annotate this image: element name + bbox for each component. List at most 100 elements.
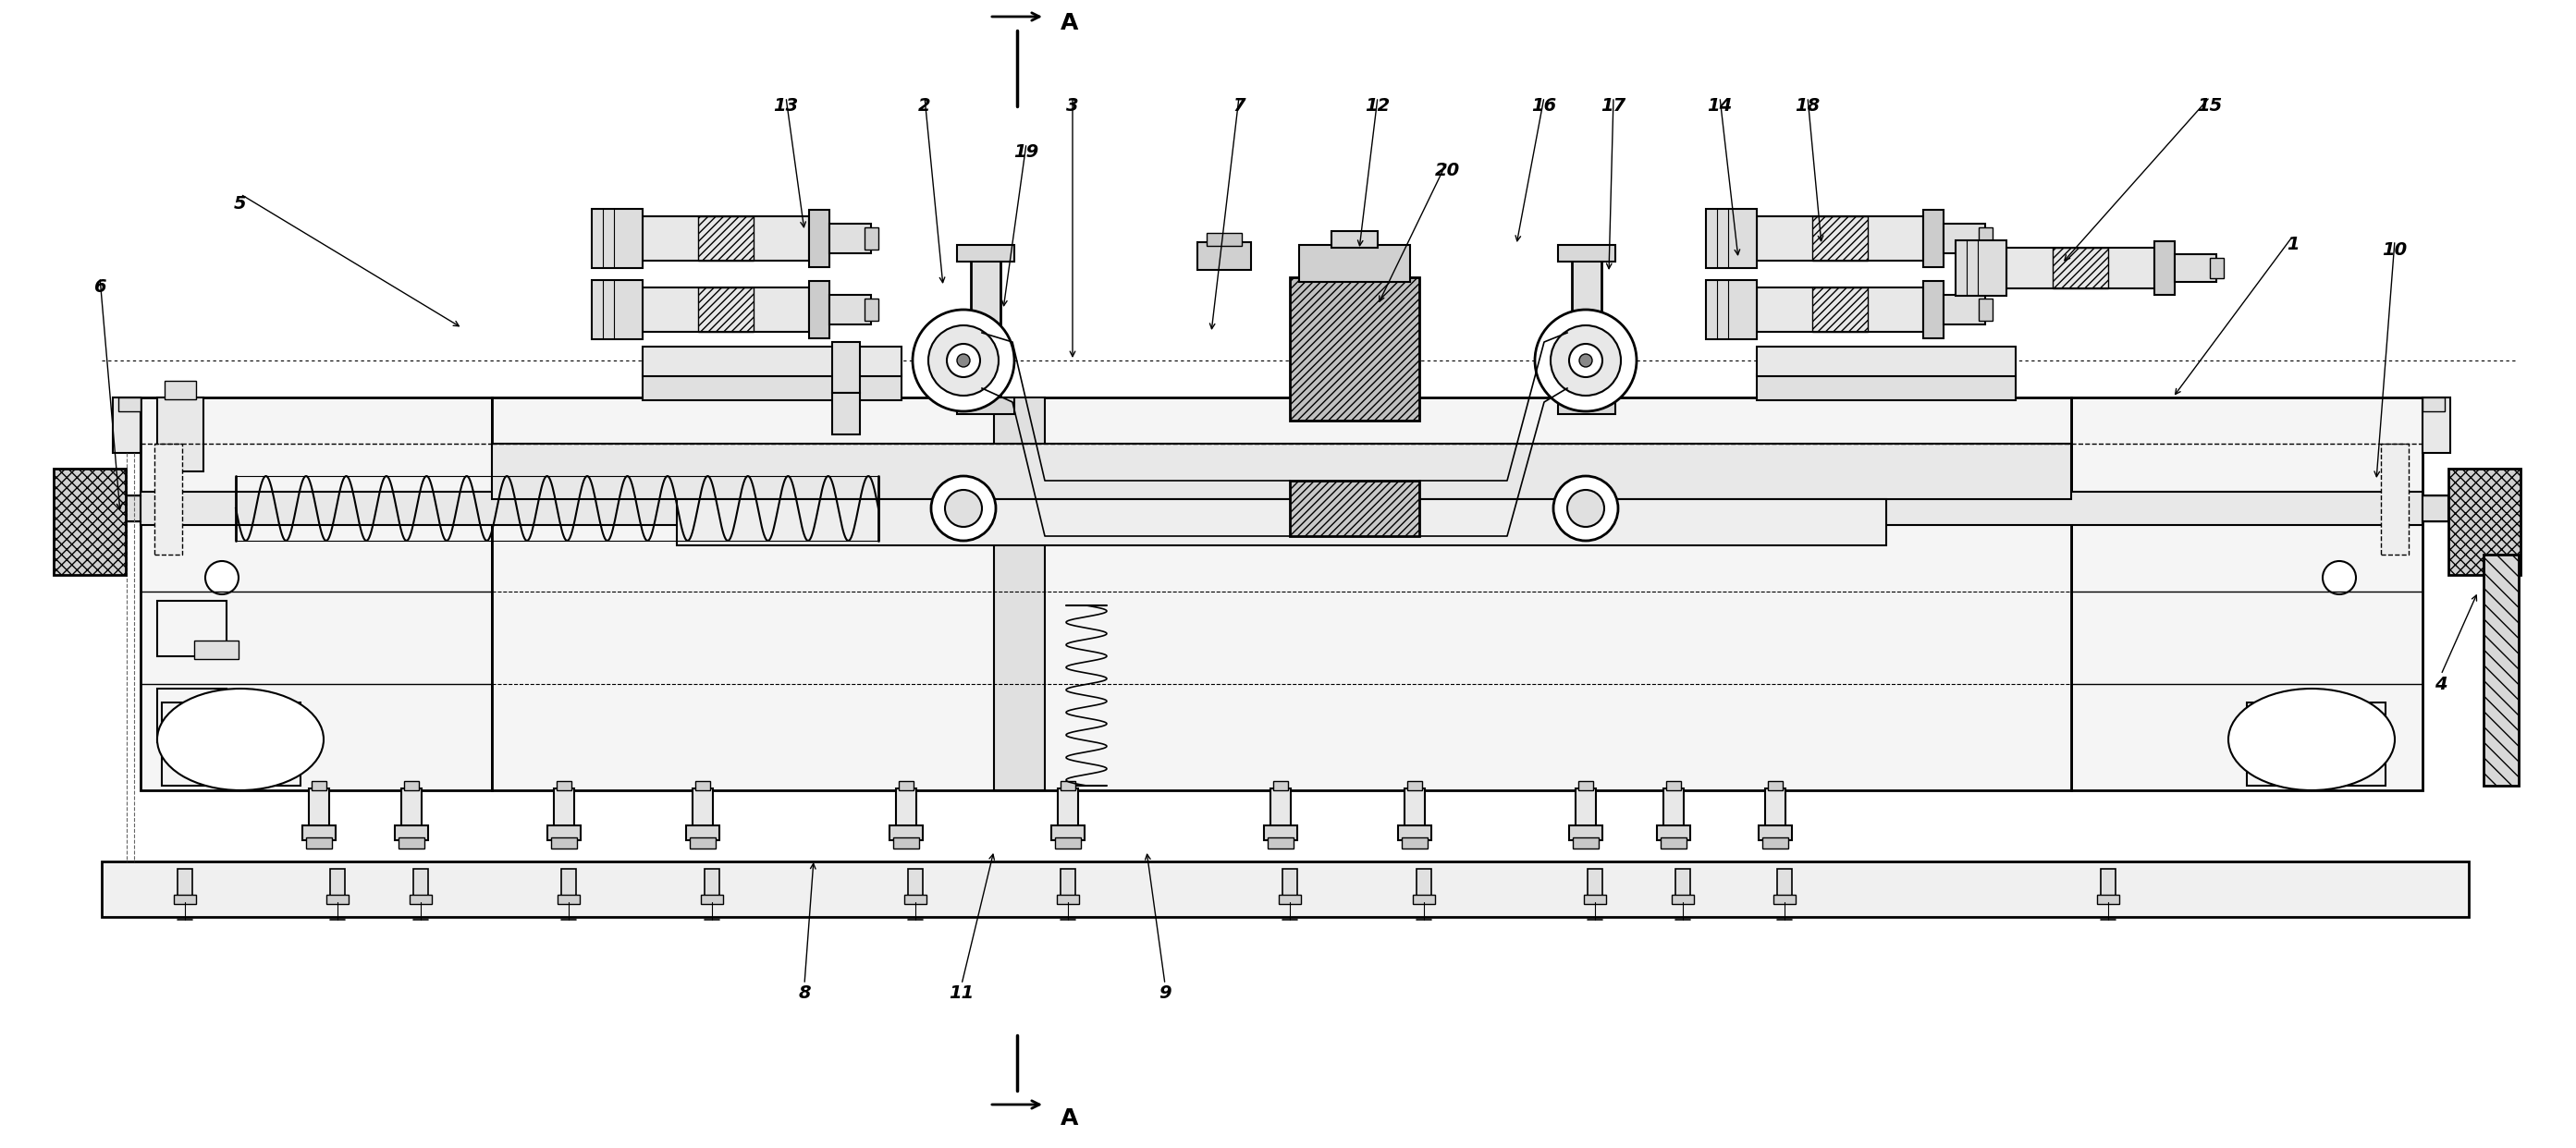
Bar <box>701 894 724 903</box>
Bar <box>641 216 809 261</box>
Bar <box>1406 781 1422 790</box>
Bar <box>492 443 2071 499</box>
Text: 16: 16 <box>1533 98 1556 115</box>
Bar <box>1584 894 1605 903</box>
Bar <box>1955 240 2007 296</box>
Bar <box>1672 894 1695 903</box>
Bar <box>394 825 428 840</box>
Bar <box>592 280 641 339</box>
Bar <box>312 781 327 790</box>
Text: A: A <box>1061 11 1079 34</box>
Bar <box>1705 280 1757 339</box>
Text: 9: 9 <box>1159 985 1172 1002</box>
Bar <box>1924 281 1942 339</box>
Bar <box>958 397 1015 414</box>
Bar <box>1814 216 1868 261</box>
Bar <box>1571 249 1602 402</box>
Bar <box>118 397 142 411</box>
Bar <box>562 869 577 897</box>
Bar <box>1059 789 1079 830</box>
Bar <box>1579 781 1592 790</box>
Bar <box>554 789 574 830</box>
Bar <box>2007 248 2154 288</box>
Bar <box>677 499 1886 545</box>
Bar <box>173 894 196 903</box>
Bar <box>1577 789 1597 830</box>
Bar <box>307 837 332 848</box>
Circle shape <box>1553 476 1618 541</box>
Bar <box>1401 837 1427 848</box>
Bar <box>994 397 1046 790</box>
Bar <box>1278 894 1301 903</box>
Bar <box>178 869 193 897</box>
Bar <box>2210 258 2223 278</box>
Text: 17: 17 <box>1600 98 1625 115</box>
Bar <box>2447 468 2519 575</box>
Bar <box>1206 233 1242 246</box>
Bar <box>1777 869 1793 897</box>
Bar <box>402 789 422 830</box>
Bar <box>155 443 183 554</box>
Text: A: A <box>1061 1108 1079 1130</box>
Bar <box>2421 496 2447 521</box>
Bar <box>309 789 330 830</box>
Circle shape <box>912 310 1015 411</box>
Text: 15: 15 <box>2197 98 2223 115</box>
Circle shape <box>2324 561 2357 595</box>
Bar <box>1270 789 1291 830</box>
Bar <box>866 298 878 320</box>
Bar <box>1705 209 1757 267</box>
Bar <box>1061 781 1074 790</box>
Bar <box>1757 347 2014 377</box>
Text: 2: 2 <box>917 98 930 115</box>
Circle shape <box>1535 310 1636 411</box>
Text: 1: 1 <box>2287 236 2300 254</box>
Bar <box>2421 397 2445 411</box>
Bar <box>1664 789 1685 830</box>
Bar <box>809 281 829 339</box>
Bar <box>1558 245 1615 262</box>
Bar <box>142 491 2421 525</box>
Bar <box>1291 481 1419 536</box>
Bar <box>971 249 999 402</box>
Text: 5: 5 <box>234 194 247 212</box>
Bar <box>1924 210 1942 267</box>
Bar <box>1198 242 1252 270</box>
Bar <box>698 216 755 261</box>
Text: 14: 14 <box>1708 98 1734 115</box>
Bar <box>546 825 580 840</box>
Bar <box>698 216 755 261</box>
Bar <box>404 781 420 790</box>
Circle shape <box>930 476 997 541</box>
Bar <box>193 641 240 659</box>
Bar <box>1978 227 1994 249</box>
Bar <box>492 397 2071 790</box>
Bar <box>1051 825 1084 840</box>
Bar <box>1814 287 1868 332</box>
Bar <box>2174 254 2215 282</box>
Bar <box>1772 894 1795 903</box>
Bar <box>2154 241 2174 295</box>
Bar <box>832 342 860 393</box>
Bar <box>330 869 345 897</box>
Ellipse shape <box>157 689 325 790</box>
Bar <box>1558 397 1615 414</box>
Bar <box>899 781 914 790</box>
Bar <box>1667 781 1682 790</box>
Text: 8: 8 <box>799 985 811 1002</box>
Bar <box>592 209 641 267</box>
Bar <box>162 703 301 785</box>
Bar <box>829 295 871 325</box>
Bar <box>832 393 860 434</box>
Bar <box>698 287 755 332</box>
Bar <box>2380 443 2409 554</box>
Bar <box>894 837 920 848</box>
Circle shape <box>1566 490 1605 527</box>
Bar <box>1332 231 1378 248</box>
Bar <box>301 825 335 840</box>
Bar <box>866 227 878 249</box>
Bar <box>399 837 425 848</box>
Bar <box>1412 894 1435 903</box>
Bar <box>2102 869 2115 897</box>
Bar <box>556 894 580 903</box>
